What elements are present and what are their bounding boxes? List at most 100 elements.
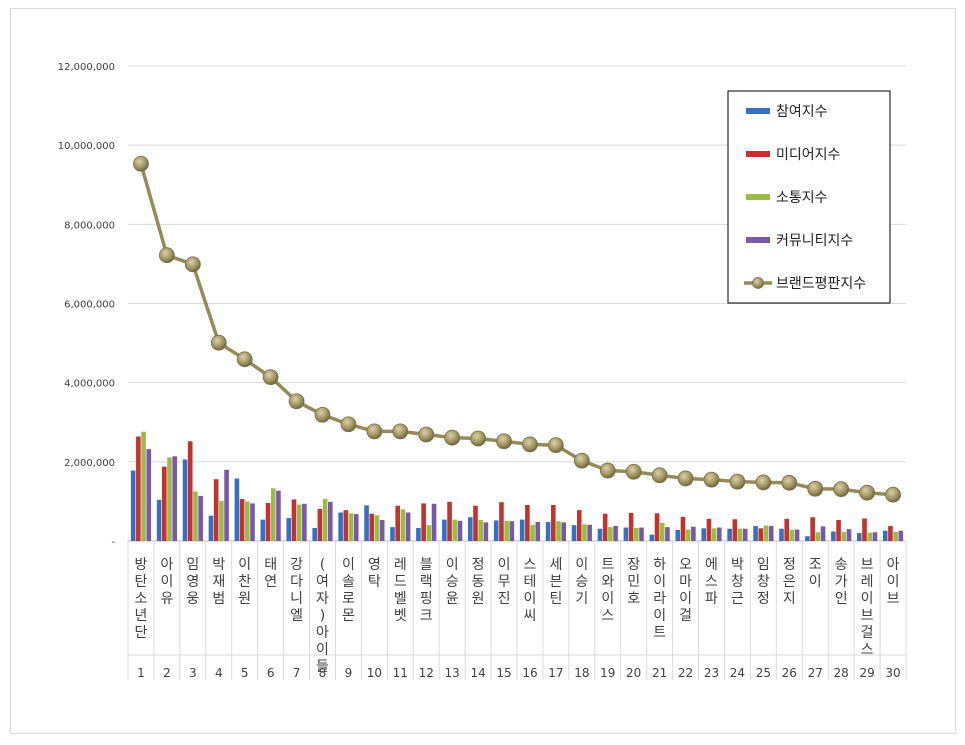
bar xyxy=(276,490,281,541)
bar xyxy=(758,528,764,541)
legend-label: 소통지수 xyxy=(776,190,828,206)
bar xyxy=(789,529,795,541)
bar xyxy=(426,525,432,541)
bar xyxy=(286,518,292,541)
bar xyxy=(706,518,712,541)
y-tick-label: 6,000,000 xyxy=(64,300,115,311)
bar xyxy=(872,532,878,541)
bar xyxy=(561,522,566,541)
bar xyxy=(685,529,691,541)
bar xyxy=(136,436,141,541)
bar xyxy=(867,532,872,541)
bar xyxy=(343,510,349,541)
rank-label: 30 xyxy=(885,666,900,680)
bar xyxy=(369,513,375,541)
bar xyxy=(452,519,458,541)
bar xyxy=(390,527,395,541)
line-marker xyxy=(288,393,305,410)
bar xyxy=(841,531,847,541)
rank-label: 20 xyxy=(626,666,641,680)
rank-label: 8 xyxy=(319,666,327,680)
line-marker xyxy=(729,473,746,490)
legend-box xyxy=(727,90,891,304)
bar xyxy=(265,503,271,541)
rank-label: 7 xyxy=(293,666,301,680)
bar xyxy=(717,527,722,541)
bar xyxy=(338,512,343,541)
bar xyxy=(831,531,836,541)
rank-label: 17 xyxy=(548,666,563,680)
bar xyxy=(794,529,800,541)
bar xyxy=(784,518,789,541)
line-marker xyxy=(548,437,564,454)
bar xyxy=(862,518,867,541)
rank-label: 29 xyxy=(859,666,874,680)
bar xyxy=(846,529,852,541)
bar xyxy=(416,527,421,541)
bar xyxy=(193,491,198,541)
bar xyxy=(442,519,447,541)
bar xyxy=(587,524,592,541)
line-marker xyxy=(651,467,668,484)
bar xyxy=(763,525,769,541)
legend-label: 미디어지수 xyxy=(776,147,841,163)
rank-label: 25 xyxy=(756,666,771,680)
bar xyxy=(654,513,660,541)
rank-label: 21 xyxy=(652,666,667,680)
legend-swatch xyxy=(746,237,770,243)
bar xyxy=(659,522,665,541)
bar xyxy=(597,528,603,541)
legend-swatch xyxy=(746,108,770,114)
line-marker xyxy=(573,452,590,469)
bar xyxy=(156,499,162,541)
y-tick-label: 4,000,000 xyxy=(64,379,115,390)
bar xyxy=(245,501,250,541)
line-marker xyxy=(236,351,253,368)
legend-swatch xyxy=(746,151,770,157)
y-tick-label: - xyxy=(111,537,115,548)
bar xyxy=(613,525,618,541)
rank-label: 11 xyxy=(393,666,408,680)
bar xyxy=(680,516,686,541)
bar xyxy=(602,513,608,541)
y-tick-label: 2,000,000 xyxy=(64,458,115,469)
bar xyxy=(737,528,743,541)
bar xyxy=(530,524,535,541)
line-marker xyxy=(781,474,798,491)
bar xyxy=(509,521,515,541)
bar xyxy=(348,513,354,541)
bar xyxy=(172,456,177,541)
bar xyxy=(691,526,696,541)
bar xyxy=(374,515,380,541)
bar xyxy=(224,469,229,541)
bar xyxy=(483,522,489,541)
bar xyxy=(649,534,655,541)
rank-label: 22 xyxy=(678,666,693,680)
line-marker xyxy=(340,416,357,433)
bar xyxy=(898,530,904,541)
bar xyxy=(468,517,473,541)
bar xyxy=(395,505,400,541)
rank-label: 4 xyxy=(215,666,223,680)
bar xyxy=(322,499,328,541)
bar xyxy=(882,530,888,541)
